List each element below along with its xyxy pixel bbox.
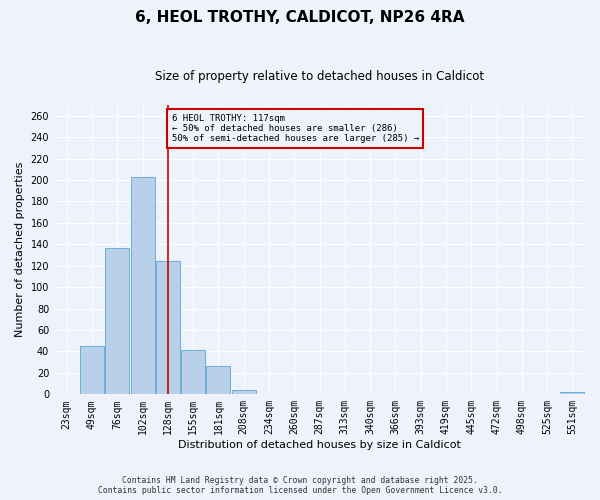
- Y-axis label: Number of detached properties: Number of detached properties: [15, 162, 25, 338]
- Bar: [156, 262, 180, 394]
- Bar: [105, 248, 129, 394]
- Text: 6 HEOL TROTHY: 117sqm
← 50% of detached houses are smaller (286)
50% of semi-det: 6 HEOL TROTHY: 117sqm ← 50% of detached …: [172, 114, 419, 144]
- Title: Size of property relative to detached houses in Caldicot: Size of property relative to detached ho…: [155, 70, 484, 83]
- X-axis label: Distribution of detached houses by size in Caldicot: Distribution of detached houses by size …: [178, 440, 461, 450]
- Bar: [181, 350, 205, 395]
- Text: Contains HM Land Registry data © Crown copyright and database right 2025.
Contai: Contains HM Land Registry data © Crown c…: [98, 476, 502, 495]
- Bar: [206, 366, 230, 394]
- Bar: [232, 390, 256, 394]
- Text: 6, HEOL TROTHY, CALDICOT, NP26 4RA: 6, HEOL TROTHY, CALDICOT, NP26 4RA: [135, 10, 465, 25]
- Bar: [560, 392, 584, 394]
- Bar: [131, 177, 155, 394]
- Bar: [80, 346, 104, 395]
